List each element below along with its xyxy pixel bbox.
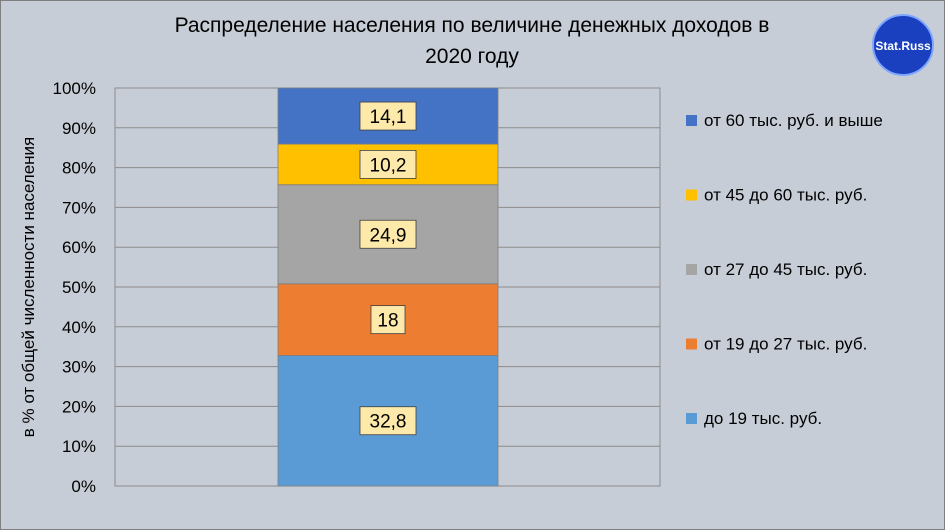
legend-swatch [686,115,697,126]
y-tick-label: 60% [62,238,96,257]
data-label: 32,8 [370,412,407,433]
chart-title-line-1: Распределение населения по величине дене… [175,14,770,37]
bar-stack [277,87,499,487]
legend-swatch [686,413,697,424]
stat-russ-logo: Stat.Russ [872,14,934,76]
y-tick-label: 0% [71,477,96,496]
data-label-box [359,101,417,131]
y-axis-ticks: 0% 10% 20% 30% 40% 50% 60% 70% 80% 90% 100% [53,79,96,496]
legend-label: от 60 тыс. руб. и выше [704,111,883,130]
data-label: 14,1 [370,107,407,128]
data-label-box [370,305,406,335]
logo-circle [873,15,933,75]
y-tick-label: 30% [62,358,96,377]
legend-swatch [686,189,697,201]
data-label: 18 [377,311,398,332]
y-tick-label: 90% [62,119,96,138]
legend-label: от 45 до 60 тыс. руб. [704,186,867,205]
legend: от 60 тыс. руб. и выше от 45 до 60 тыс. р… [686,111,883,428]
y-axis-label: в % от общей численности населения [19,137,38,438]
legend-label: до 19 тыс. руб. [704,409,822,428]
chart-title-line-2: 2020 году [425,45,519,68]
data-label-box [359,150,417,179]
data-label: 10,2 [370,155,407,176]
data-label: 24,9 [370,225,407,246]
data-label-box [359,219,417,249]
data-label-box [359,406,417,436]
y-tick-label: 100% [53,79,96,98]
logo-text: Stat.Russ [875,39,931,53]
legend-label: от 27 до 45 тыс. руб. [704,260,867,279]
legend-swatch [686,264,697,275]
y-tick-label: 40% [62,318,96,337]
legend-swatch [686,338,697,350]
logo-ring [872,14,934,76]
chart-title: Распределение населения по величине дене… [175,14,770,68]
data-labels: 32,8 18 24,9 10,2 14,1 [359,101,417,436]
y-tick-label: 50% [62,278,96,297]
y-tick-label: 80% [62,159,96,178]
legend-label: от 19 до 27 тыс. руб. [704,335,867,354]
y-tick-label: 10% [62,437,96,456]
y-tick-label: 70% [62,198,96,217]
y-tick-label: 20% [62,397,96,416]
